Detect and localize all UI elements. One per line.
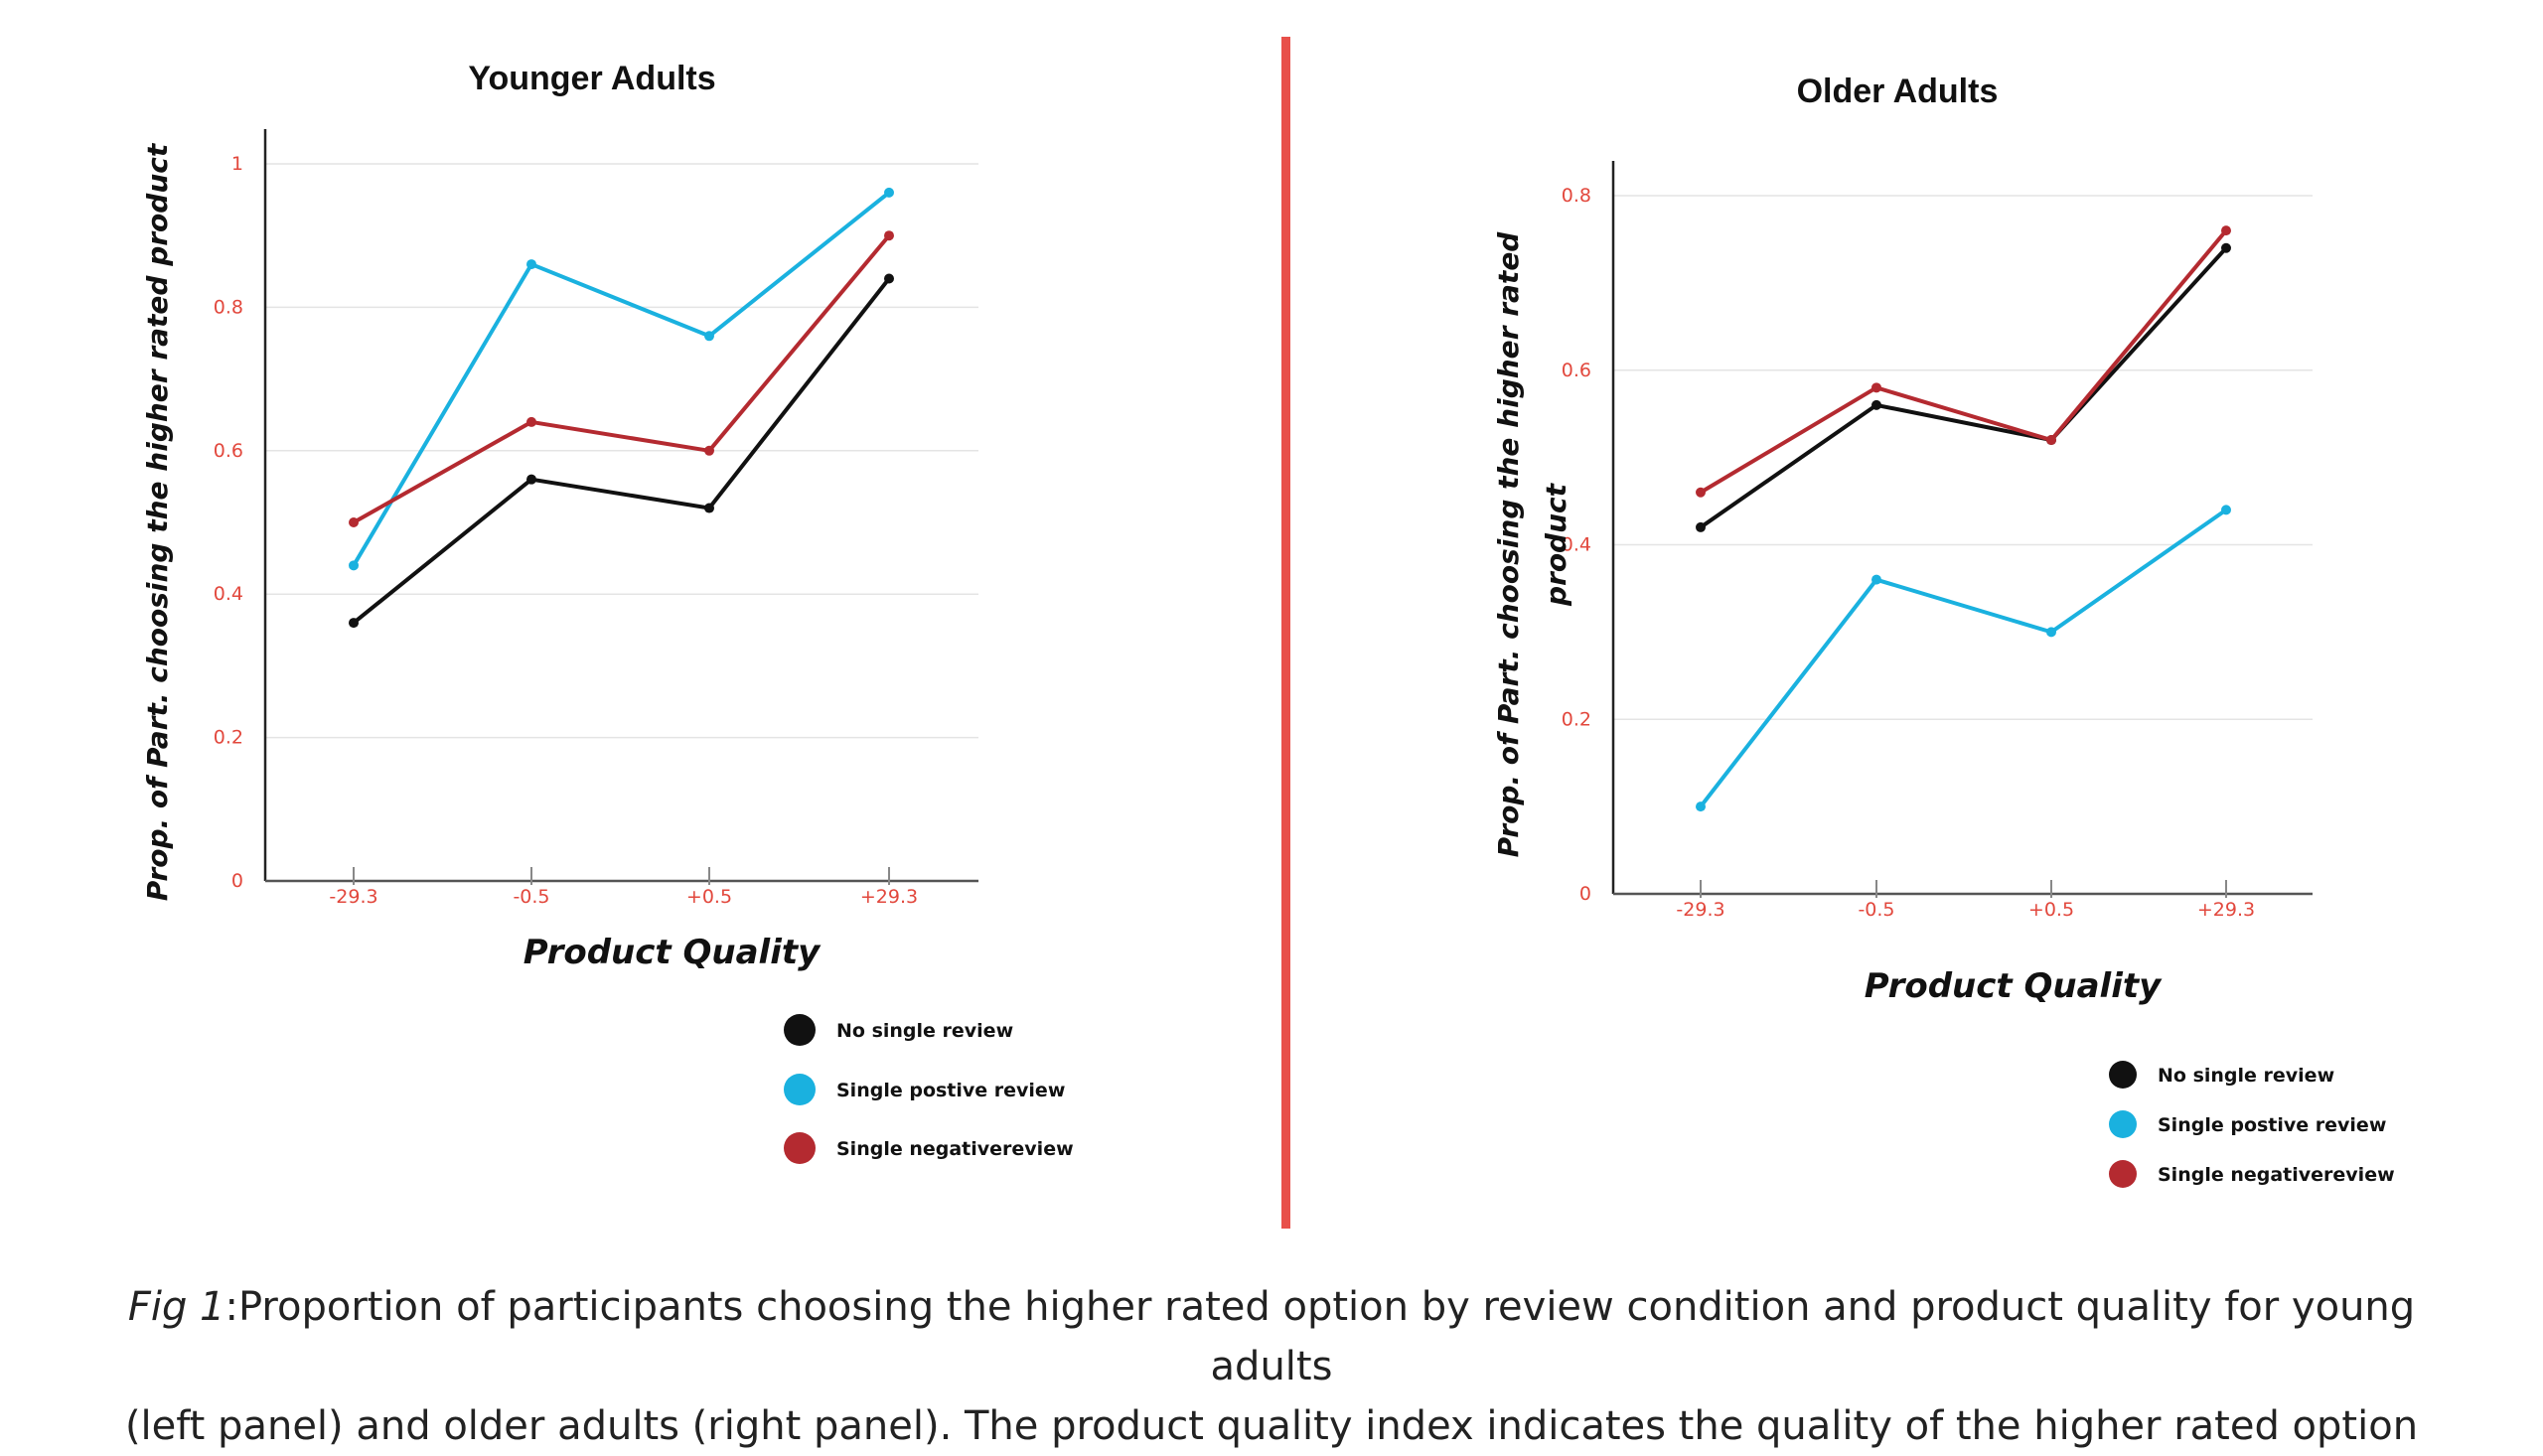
x-tick-label: +0.5 bbox=[2028, 899, 2074, 921]
legend-marker-no-single-review bbox=[784, 1014, 816, 1046]
y-tick-label: 0.2 bbox=[1562, 708, 1591, 730]
chart-title: Older Adults bbox=[1797, 73, 1999, 110]
data-point bbox=[349, 618, 359, 629]
legend-label: No single review bbox=[2158, 1065, 2334, 1087]
y-tick-label: 0.2 bbox=[214, 727, 243, 749]
y-tick-label: 0.8 bbox=[1562, 185, 1591, 207]
data-point bbox=[526, 474, 536, 485]
y-tick-label: 1 bbox=[231, 153, 243, 175]
series-line-no-single-review bbox=[1699, 246, 2228, 529]
data-point bbox=[1871, 399, 1881, 410]
y-tick-label: 0.6 bbox=[214, 440, 243, 462]
y-tick-label: 0.4 bbox=[214, 583, 243, 605]
legend-label: Single negativereview bbox=[836, 1138, 1074, 1160]
caption-line-2: (left panel) and older adults (right pan… bbox=[124, 1403, 2419, 1449]
legend-label: Single negativereview bbox=[2158, 1164, 2395, 1186]
x-tick-label: -29.3 bbox=[329, 886, 377, 908]
series-line-single-negativereview bbox=[1699, 228, 2228, 495]
legend-marker-single-postive-review bbox=[784, 1074, 816, 1105]
x-tick-label: -0.5 bbox=[1858, 899, 1894, 921]
data-point bbox=[526, 259, 536, 270]
panel-divider bbox=[1281, 37, 1290, 1229]
y-tick-label: 0.6 bbox=[1562, 360, 1591, 381]
figure-caption: Fig 1:Proportion of participants choosin… bbox=[79, 1277, 2464, 1456]
x-tick-label: -0.5 bbox=[513, 886, 549, 908]
series-line-no-single-review bbox=[352, 277, 891, 625]
data-point bbox=[704, 331, 714, 342]
x-tick-label: +0.5 bbox=[686, 886, 732, 908]
x-tick-label: +29.3 bbox=[2197, 899, 2255, 921]
legend-marker-no-single-review bbox=[2109, 1061, 2137, 1089]
data-point bbox=[349, 560, 359, 571]
legend-marker-single-postive-review bbox=[2109, 1110, 2137, 1138]
y-axis-title: Prop. of Part. choosing the higher rated bbox=[1492, 231, 1525, 858]
data-point bbox=[884, 230, 894, 241]
series-line-single-negativereview bbox=[353, 233, 891, 524]
legend-marker-single-negativereview bbox=[2109, 1160, 2137, 1188]
x-axis-title: Product Quality bbox=[524, 933, 822, 972]
x-tick-label: -29.3 bbox=[1676, 899, 1724, 921]
x-axis-title: Product Quality bbox=[1865, 966, 2163, 1006]
caption-text-1: :Proportion of participants choosing the… bbox=[224, 1284, 2416, 1389]
data-point bbox=[1696, 487, 1706, 498]
legend-label: Single postive review bbox=[836, 1080, 1065, 1101]
series-line-single-postive-review bbox=[1699, 508, 2228, 808]
caption-line-1: Fig 1:Proportion of participants choosin… bbox=[79, 1277, 2464, 1396]
x-tick-label: +29.3 bbox=[860, 886, 918, 908]
legend-marker-single-negativereview bbox=[784, 1132, 816, 1164]
data-point bbox=[1696, 521, 1706, 532]
data-point bbox=[1696, 801, 1706, 812]
y-tick-label: 0 bbox=[231, 870, 243, 892]
data-point bbox=[704, 503, 714, 513]
data-point bbox=[2046, 627, 2056, 638]
y-tick-label: 0 bbox=[1579, 883, 1591, 905]
younger-adults-chart: Younger Adults 0 0.2 0.4 0.6 0.8 1 -29.3 -0.5 +0.… bbox=[141, 60, 1074, 1164]
data-point bbox=[1871, 382, 1881, 393]
series-line-single-postive-review bbox=[352, 191, 891, 567]
data-point bbox=[884, 273, 894, 284]
data-point bbox=[526, 416, 536, 427]
y-axis-title: product bbox=[1540, 482, 1572, 607]
data-point bbox=[2046, 435, 2056, 446]
data-point bbox=[2221, 505, 2231, 515]
data-point bbox=[2221, 225, 2231, 236]
data-point bbox=[884, 187, 894, 198]
data-point bbox=[2221, 242, 2231, 253]
legend-label: Single postive review bbox=[2158, 1114, 2386, 1136]
y-tick-label: 0.8 bbox=[214, 296, 243, 318]
data-point bbox=[704, 445, 714, 456]
chart-title: Younger Adults bbox=[468, 60, 715, 97]
caption-fig-label: Fig 1 bbox=[127, 1284, 225, 1330]
data-point bbox=[349, 517, 359, 527]
y-tick-label: 0.4 bbox=[1562, 534, 1591, 556]
data-point bbox=[1871, 574, 1881, 585]
older-adults-chart: Older Adults 0 0.2 0.4 0.6 0.8 -29.3 -0.5 +0.5 +2… bbox=[1492, 73, 2395, 1188]
y-axis-title: Prop. of Part. choosing the higher rated… bbox=[141, 142, 174, 901]
legend-label: No single review bbox=[836, 1020, 1013, 1042]
